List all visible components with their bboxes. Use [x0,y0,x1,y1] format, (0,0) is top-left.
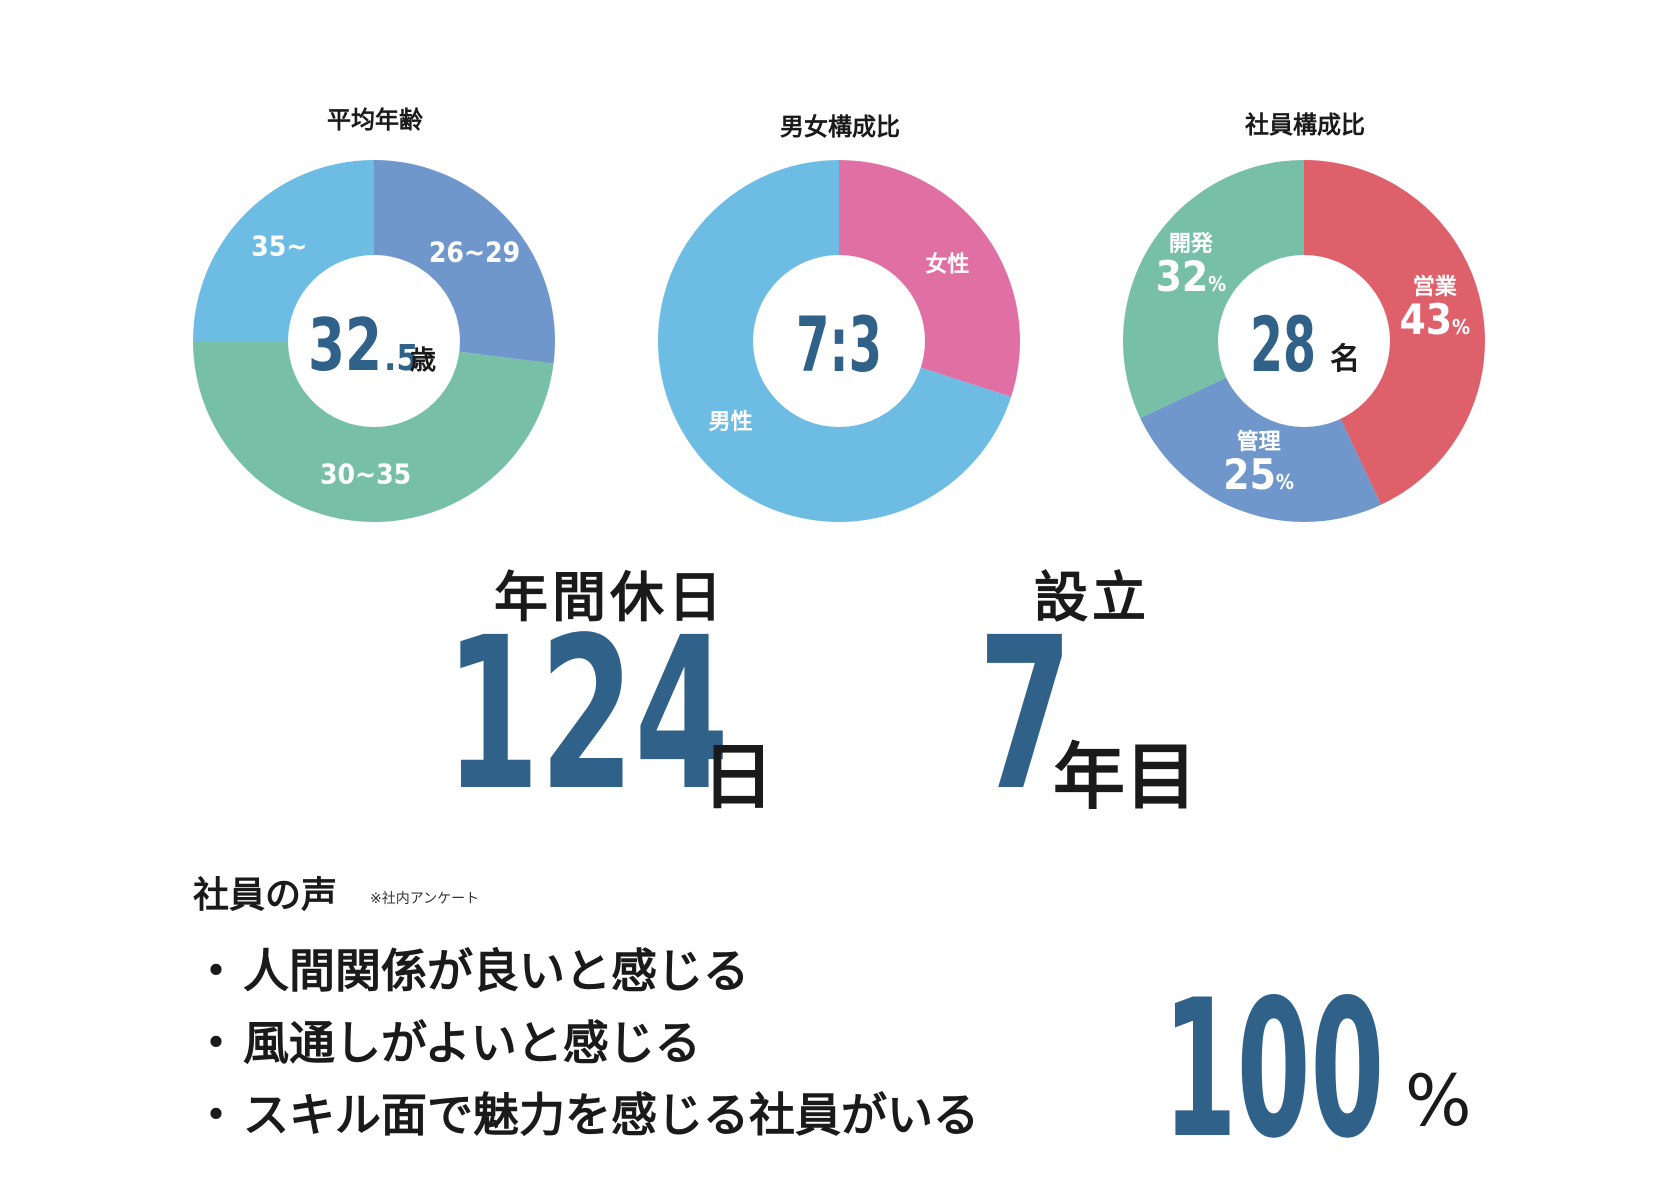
holidays-heading: 年間休日 [494,566,726,629]
center-decimal-age: .5 [384,338,419,379]
slice-label: 35~ [251,229,307,262]
voices-percent-value: 100 [1163,959,1385,1180]
slice-label: 男性 [709,410,753,435]
voice-item-text: 人間関係が良いと感じる [243,944,749,998]
bullet: ・ [193,1088,239,1142]
founded-heading: 設立 [1034,566,1150,629]
donut-slice [1304,160,1485,505]
chart-title-average-age: 平均年齢 [327,106,423,134]
center-unit-headcount: 名 [1330,342,1360,377]
bullet: ・ [193,944,239,998]
center-value-age: 32 [308,303,382,387]
voices-title: 社員の声 [193,875,338,916]
holidays-unit: 日 [702,735,775,819]
donut-chart-average-age: 26~29 30~35 35~ 32 .5 歳 [192,159,555,523]
list-item: ・スキル面で魅力を感じる社員がいる [193,1079,979,1151]
chart-title-staff-composition: 社員構成比 [1245,111,1365,139]
slice-label: 営業 [1413,274,1458,300]
founded-value: 7 [978,592,1073,837]
founded-unit: 年目 [1053,735,1198,819]
voice-item-text: スキル面で魅力を感じる社員がいる [243,1088,979,1142]
voices-note: ※社内アンケート [370,891,480,907]
slice-value: 32% [1156,252,1227,301]
voices-percent-unit: % [1405,1060,1472,1142]
center-value-headcount: 28 [1250,300,1316,389]
slice-label: 30~35 [320,458,411,491]
holidays-value: 124 [445,592,729,837]
slice-label: 女性 [925,251,969,277]
voices-list: ・人間関係が良いと感じる ・風通しがよいと感じる ・スキル面で魅力を感じる社員が… [193,935,979,1151]
center-value-ratio: 7:3 [796,300,882,389]
donut-slice [192,341,554,523]
center-unit-age: 歳 [410,346,436,376]
voice-item-text: 風通しがよいと感じる [243,1016,701,1070]
slice-label: 開発 [1169,232,1214,257]
bullet: ・ [193,1016,239,1070]
slice-label: 管理 [1237,429,1281,455]
chart-title-gender-ratio: 男女構成比 [780,113,900,141]
list-item: ・人間関係が良いと感じる [193,935,979,1007]
slice-label: 26~29 [429,235,520,268]
list-item: ・風通しがよいと感じる [193,1007,979,1079]
